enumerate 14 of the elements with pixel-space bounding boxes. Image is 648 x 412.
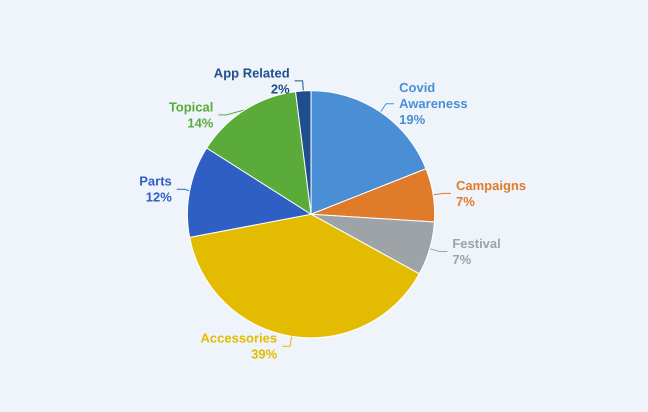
slice-label: App Related bbox=[214, 65, 290, 80]
slice-label: Festival bbox=[452, 236, 501, 252]
data-label: 12% bbox=[146, 190, 172, 205]
slice-label: Parts bbox=[139, 174, 172, 189]
data-label: 7% bbox=[452, 252, 472, 268]
data-label: 14% bbox=[187, 115, 214, 130]
data-label: 2% bbox=[270, 81, 290, 96]
slice-label: Covid Awareness bbox=[399, 80, 468, 112]
slice-label: Topical bbox=[168, 99, 214, 114]
data-label: 7% bbox=[456, 194, 476, 209]
slice-label: Accessories bbox=[200, 330, 278, 346]
data-label: 19% bbox=[399, 112, 426, 128]
data-label: 39% bbox=[251, 346, 278, 362]
slice-label: Campaigns bbox=[456, 178, 526, 193]
